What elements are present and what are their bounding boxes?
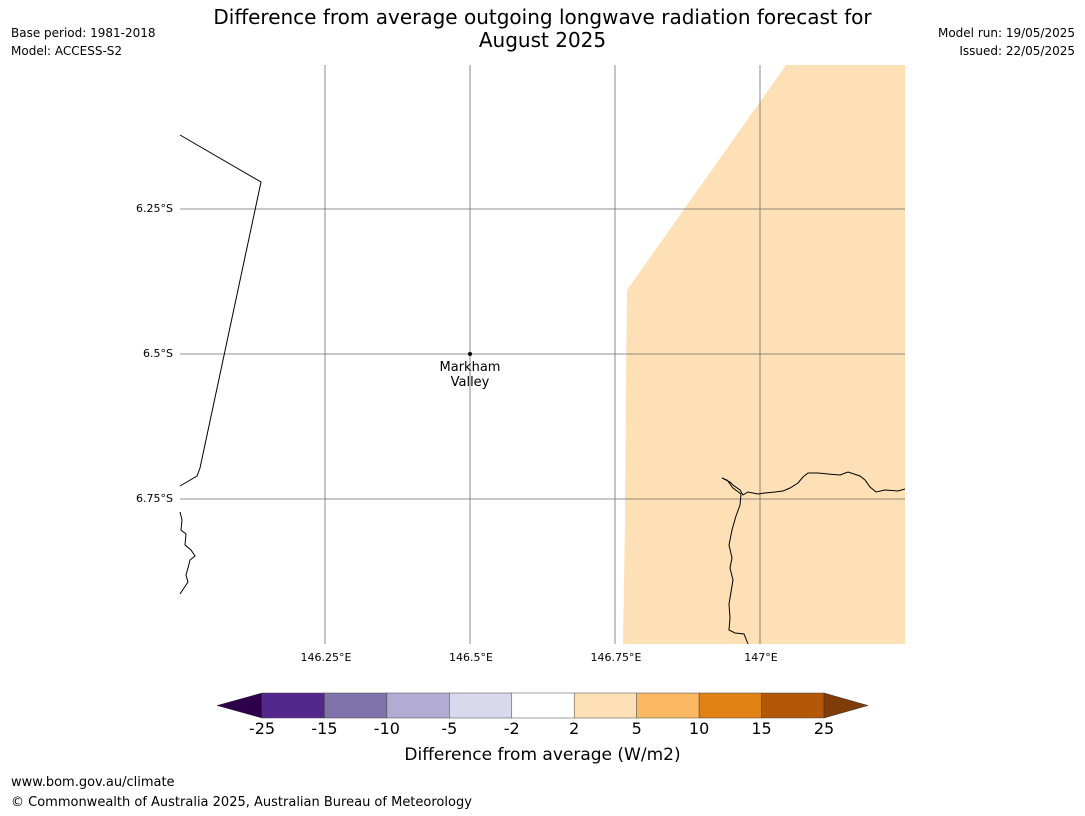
lat-label: 6.25°S bbox=[136, 202, 173, 215]
colorbar-segment bbox=[386, 692, 450, 719]
gridlines bbox=[180, 65, 905, 644]
colorbar-tick-label: -10 bbox=[373, 719, 400, 738]
colorbar-tick-label: 2 bbox=[569, 719, 580, 738]
lat-label: 6.5°S bbox=[143, 347, 173, 360]
coastline-west bbox=[179, 511, 196, 595]
colorbar-segment bbox=[573, 692, 637, 719]
colorbar-segment bbox=[261, 692, 325, 719]
base-period: Base period: 1981-2018 bbox=[11, 26, 156, 40]
lon-label: 147°E bbox=[744, 651, 778, 664]
model-run: Model run: 19/05/2025 bbox=[937, 26, 1075, 40]
colorbar-tick-label: -5 bbox=[441, 719, 458, 738]
colorbar-tick-label: 5 bbox=[631, 719, 642, 738]
place-marker bbox=[468, 352, 472, 356]
lon-label: 146.5°E bbox=[449, 651, 493, 664]
colorbar-label: Difference from average (W/m2) bbox=[404, 745, 681, 765]
colorbar-tick-label: 25 bbox=[813, 719, 835, 738]
border-line bbox=[179, 134, 262, 487]
colorbar-segment bbox=[761, 692, 825, 719]
colorbar-tick-label: -2 bbox=[503, 719, 520, 738]
colorbar-tick-label: -25 bbox=[248, 719, 276, 738]
meta-left: Base period: 1981-2018 Model: ACCESS-S2 bbox=[11, 24, 156, 60]
issued-date: Issued: 22/05/2025 bbox=[959, 44, 1075, 58]
colorbar-tick-label: -15 bbox=[311, 719, 338, 738]
colorbar-tick-label: 10 bbox=[688, 719, 710, 738]
place-name-line-1: Markham bbox=[439, 360, 501, 375]
footer-copyright: © Commonwealth of Australia 2025, Austra… bbox=[11, 795, 472, 810]
footer-url[interactable]: www.bom.gov.au/climate bbox=[11, 775, 175, 790]
lon-label: 146.25°E bbox=[300, 651, 352, 664]
colorbar-segment bbox=[636, 692, 700, 719]
meta-right: Model run: 19/05/2025 Issued: 22/05/2025 bbox=[938, 24, 1075, 60]
title-line-2: August 2025 bbox=[478, 28, 607, 52]
shaded-anomaly-region bbox=[623, 65, 905, 644]
coastline-east bbox=[721, 471, 906, 645]
colorbar-extend-high bbox=[823, 692, 869, 719]
colorbar-segment bbox=[449, 692, 513, 719]
colorbar-segment bbox=[324, 692, 388, 719]
colorbar-segment bbox=[698, 692, 762, 719]
colorbar-extend-low bbox=[216, 692, 263, 719]
lon-label: 146.75°E bbox=[590, 651, 642, 664]
lat-label: 6.75°S bbox=[136, 492, 173, 505]
place-label: Markham Valley bbox=[410, 360, 530, 390]
colorbar-tick-label: 15 bbox=[751, 719, 772, 738]
page-title: Difference from average outgoing longwav… bbox=[0, 6, 1085, 52]
title-line-1: Difference from average outgoing longwav… bbox=[213, 5, 872, 29]
colorbar-segment bbox=[511, 692, 575, 719]
colorbar bbox=[216, 692, 869, 719]
place-name-line-2: Valley bbox=[450, 375, 490, 390]
model-name: Model: ACCESS-S2 bbox=[11, 44, 123, 58]
